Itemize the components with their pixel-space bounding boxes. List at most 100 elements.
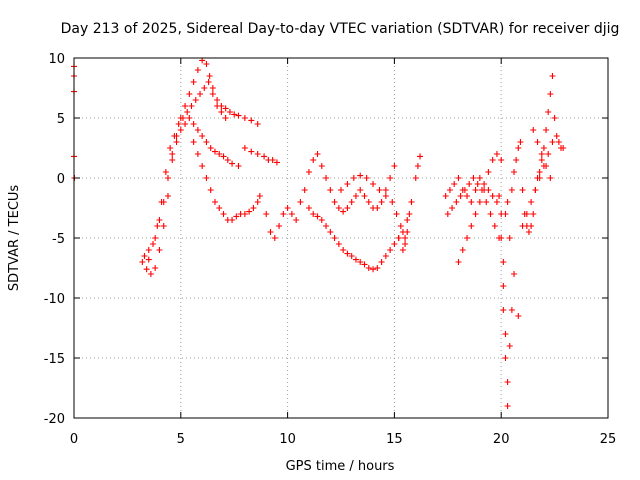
data-points [71,57,567,409]
data-point [162,169,169,175]
data-point [263,211,270,217]
data-point [280,211,287,217]
data-point [261,153,268,160]
data-point [246,208,253,215]
data-point [530,127,537,133]
data-point [190,121,197,127]
data-point [534,139,541,145]
data-point [485,169,492,175]
data-point [378,259,385,265]
data-point [525,229,532,235]
data-point [504,379,511,385]
data-point [498,157,505,163]
data-point [226,109,233,115]
data-point [449,205,456,211]
data-point [491,223,498,229]
data-point [203,139,210,145]
data-point [216,151,223,157]
data-point [164,175,171,181]
data-point [314,151,321,157]
data-point [231,111,238,118]
y-tick-label: -10 [44,292,65,307]
data-point [267,229,274,235]
data-point [318,163,325,169]
data-point [459,247,466,253]
data-point [209,85,216,91]
data-point [389,199,396,205]
data-point [472,211,479,217]
data-point [545,109,552,115]
data-point [498,235,505,241]
data-point [464,193,471,199]
data-point [540,145,547,151]
data-point [145,256,152,263]
data-point [476,175,483,181]
data-point [532,187,539,193]
data-point [483,199,490,205]
data-point [500,307,507,313]
data-point [190,79,197,85]
data-point [528,223,535,229]
data-point [147,271,154,277]
data-point [506,343,513,349]
data-point [399,229,406,235]
data-point [323,175,330,181]
data-point [549,73,556,79]
data-point [273,159,280,166]
data-point [395,235,402,241]
data-point [464,235,471,241]
data-point [468,223,475,229]
axis-ticks: 0 5 10 15 20 25 -20 -15 -10 -5 0 5 10 [44,52,617,447]
data-point [511,271,518,277]
data-point [276,223,283,229]
data-point [500,259,507,265]
y-tick-label: -20 [44,412,65,427]
x-tick-label: 20 [493,432,510,447]
chart-title: Day 213 of 2025, Sidereal Day-to-day VTE… [61,21,620,37]
data-point [220,211,227,217]
data-point [357,187,364,193]
data-point [248,148,255,155]
data-point [496,193,503,199]
data-point [173,139,180,145]
data-point [468,199,475,205]
data-point [271,235,278,241]
data-point [214,103,221,109]
data-point [190,139,197,145]
data-point [536,169,543,175]
data-point [206,73,213,79]
data-point [508,187,515,193]
data-point [156,217,163,223]
data-point [382,253,389,259]
data-point [502,331,509,337]
data-point [455,175,462,181]
data-point [233,213,240,220]
data-point [256,193,263,199]
data-point [551,115,558,121]
data-point [481,187,488,193]
data-point [352,256,359,263]
data-point [340,247,347,253]
data-point [536,175,543,181]
data-point [203,175,210,181]
data-point [229,160,236,167]
data-point [487,211,494,217]
y-tick-label: 0 [57,172,65,187]
data-point [363,175,370,181]
data-point [197,91,204,97]
data-point [545,151,552,157]
data-point [340,208,347,215]
data-point [222,105,229,112]
data-point [461,187,468,193]
data-point [216,205,223,211]
data-point [393,211,400,217]
data-point [513,157,520,163]
data-point [414,163,421,169]
data-point [451,181,458,187]
data-point [376,187,383,193]
data-point [139,259,146,265]
data-point [470,175,477,181]
data-point [406,211,413,217]
data-point [179,115,186,121]
